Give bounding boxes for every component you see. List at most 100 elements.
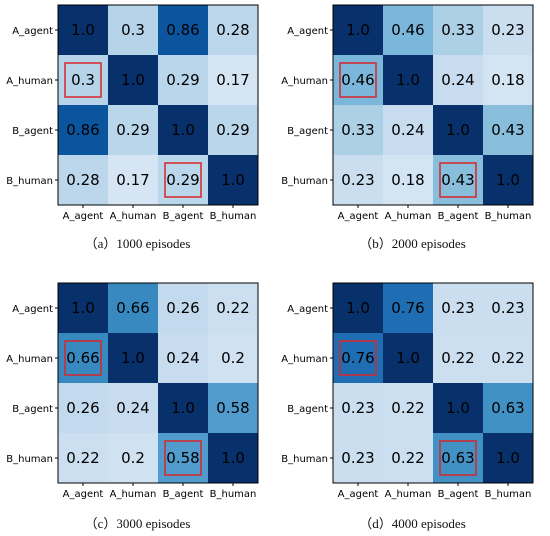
y-tick-label: A_agent [287, 26, 328, 37]
heatmap-cell [208, 105, 258, 155]
cell-value-label: 0.66 [116, 299, 149, 317]
cell-value-label: 0.58 [216, 399, 249, 417]
highlight-box [164, 440, 202, 476]
cell-value-label: 1.0 [496, 171, 520, 189]
cell-value-label: 0.23 [441, 299, 474, 317]
cell-value-label: 1.0 [221, 171, 245, 189]
heatmap-cell [383, 155, 433, 205]
heatmap-cell [383, 105, 433, 155]
cell-value-label: 1.0 [396, 71, 420, 89]
cell-value-label: 0.33 [341, 121, 374, 139]
heatmap-panel-a: 1.0 0.3 0.86 0.28 0.3 1.0 0.29 0.17 0.86 0.29 1.0 0… [0, 0, 275, 268]
heatmap-a: 1.0 0.3 0.86 0.28 0.3 1.0 0.29 0.17 0.86 0.29 1.0 0… [6, 4, 259, 222]
highlight-box [64, 62, 102, 98]
heatmap-cell [208, 433, 258, 483]
heatmap-cells: 1.0 0.3 0.86 0.28 0.3 1.0 0.29 0.17 0.86 0.29 1.0 0… [58, 5, 258, 205]
heatmap-cells: 1.0 0.66 0.26 0.22 0.66 1.0 0.24 0.2 0.26 0.24 1.0… [58, 283, 258, 483]
x-tick-label: A_agent [63, 211, 104, 222]
cell-value-label: 1.0 [121, 349, 145, 367]
y-tick-label: B_agent [12, 404, 53, 415]
x-tick-label: B_human [485, 489, 532, 500]
cell-value-label: 0.86 [166, 21, 199, 39]
heatmap-cell [433, 105, 483, 155]
heatmap-cell [108, 283, 158, 333]
heatmap-cell [483, 333, 533, 383]
highlight-box [339, 340, 377, 376]
cell-value-label: 0.28 [66, 171, 99, 189]
heatmap-cell [383, 283, 433, 333]
heatmap-cell [483, 383, 533, 433]
y-tick-label: A_human [6, 76, 53, 87]
x-tick-label: B_human [210, 489, 257, 500]
cell-value-label: 0.22 [491, 349, 524, 367]
cell-value-label: 0.23 [491, 299, 524, 317]
x-tick-label: A_agent [338, 489, 379, 500]
cell-value-label: 0.43 [491, 121, 524, 139]
highlight-box [339, 62, 377, 98]
plot-frame [57, 282, 259, 484]
heatmap-cell [208, 55, 258, 105]
x-tick-label: A_human [110, 489, 157, 500]
cell-value-label: 0.43 [441, 171, 474, 189]
heatmap-cells: 1.0 0.76 0.23 0.23 0.76 1.0 0.22 0.22 0.23 0.22 1.… [333, 283, 533, 483]
cell-value-label: 1.0 [171, 399, 195, 417]
cell-value-label: 0.46 [341, 71, 374, 89]
y-tick-label: A_human [281, 76, 328, 87]
heatmap-cell [108, 383, 158, 433]
y-tick-label: B_agent [287, 404, 328, 415]
x-tick-label: A_human [385, 489, 432, 500]
cell-value-label: 0.76 [341, 349, 374, 367]
cell-value-label: 0.2 [121, 449, 145, 467]
heatmap-d: 1.0 0.76 0.23 0.23 0.76 1.0 0.22 0.22 0.23 0.22 1.… [281, 282, 534, 500]
y-tick-label: B_human [6, 454, 53, 465]
x-tick-label: B_agent [163, 211, 204, 222]
cell-value-label: 1.0 [446, 121, 470, 139]
heatmap-cell [483, 433, 533, 483]
cell-value-label: 1.0 [496, 449, 520, 467]
heatmap-cell [333, 433, 383, 483]
y-tick-label: B_human [281, 454, 328, 465]
heatmap-b: 1.0 0.46 0.33 0.23 0.46 1.0 0.24 0.18 0.33 0.24 1.… [281, 4, 534, 222]
y-tick-label: A_agent [12, 304, 53, 315]
highlight-box [64, 340, 102, 376]
highlight-box [164, 162, 202, 198]
plot-frame [332, 282, 534, 484]
heatmap-cell [208, 383, 258, 433]
y-tick-label: A_agent [12, 26, 53, 37]
heatmap-cell [58, 105, 108, 155]
x-tick-label: B_agent [163, 489, 204, 500]
cell-value-label: 0.2 [221, 349, 245, 367]
cell-value-label: 0.28 [216, 21, 249, 39]
heatmap-cell [433, 383, 483, 433]
heatmap-cell [383, 333, 433, 383]
cell-value-label: 1.0 [346, 299, 370, 317]
x-tick-label: B_agent [438, 211, 479, 222]
cell-value-label: 0.24 [441, 71, 474, 89]
heatmap-cell [483, 155, 533, 205]
heatmap-cell [108, 5, 158, 55]
heatmap-cell [333, 5, 383, 55]
heatmap-panel-b: 1.0 0.46 0.33 0.23 0.46 1.0 0.24 0.18 0.33 0.24 1.… [275, 0, 550, 268]
cell-value-label: 0.24 [116, 399, 149, 417]
heatmap-cell [208, 283, 258, 333]
heatmap-cell [158, 5, 208, 55]
x-tick-label: B_human [210, 211, 257, 222]
heatmap-cell [383, 5, 433, 55]
heatmap-cells: 1.0 0.46 0.33 0.23 0.46 1.0 0.24 0.18 0.33 0.24 1.… [333, 5, 533, 205]
heatmap-cell [483, 283, 533, 333]
cell-value-label: 0.29 [166, 171, 199, 189]
heatmap-cell [58, 383, 108, 433]
heatmap-cell [333, 383, 383, 433]
caption-b: （b）2000 episodes [359, 236, 466, 251]
heatmap-cell [158, 105, 208, 155]
heatmap-cell [208, 5, 258, 55]
cell-value-label: 0.22 [391, 449, 424, 467]
y-tick-label: B_human [6, 176, 53, 187]
cell-value-label: 0.26 [66, 399, 99, 417]
heatmap-cell [433, 283, 483, 333]
heatmap-cell [58, 5, 108, 55]
caption-c: （c）3000 episodes [84, 516, 191, 531]
cell-value-label: 0.63 [491, 399, 524, 417]
cell-value-label: 0.18 [391, 171, 424, 189]
highlight-box [439, 440, 477, 476]
